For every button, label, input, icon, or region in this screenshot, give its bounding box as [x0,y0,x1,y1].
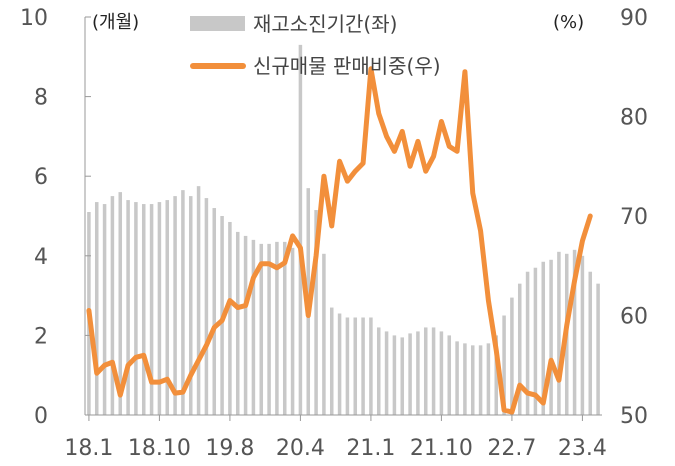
bar [572,249,577,415]
bar [392,335,397,415]
bar [157,202,162,415]
x-tick-label: 21.10 [410,436,473,461]
bar [463,343,467,415]
bar [345,317,350,415]
left-tick-label: 8 [34,86,48,111]
bar [314,210,318,415]
bar [384,331,389,415]
legend: 재고소진기간(좌) 신규매물 판매비중(우) [190,12,441,78]
bar [149,204,154,415]
bar [188,196,193,415]
bar [110,196,115,415]
right-axis-ticks: 50 60 70 80 90 [620,6,648,429]
bar [290,247,295,415]
bar [134,202,138,415]
legend-line-label: 신규매물 판매비중(우) [253,54,441,78]
right-tick-label: 50 [620,404,648,429]
bar [329,307,334,415]
bar [322,253,326,415]
bar [235,231,240,415]
bar [455,341,459,415]
bar [212,208,217,415]
bar [486,343,491,415]
bar [517,283,522,415]
right-tick-label: 90 [620,6,648,31]
x-tick-label: 19.8 [205,436,254,461]
bar [353,317,358,415]
bar [361,317,365,415]
bar [525,271,530,415]
bar [557,251,561,415]
left-axis-ticks: 0 2 4 6 8 10 [20,6,91,429]
right-tick-label: 80 [620,106,648,131]
bar [423,327,428,415]
bar [228,221,232,415]
bar [447,335,452,415]
right-tick-label: 70 [620,205,648,230]
bar [510,297,514,415]
bar [376,327,381,415]
bar [580,255,585,415]
bar [141,204,146,415]
bar [494,335,499,415]
x-tick-label: 20.4 [276,436,325,461]
x-tick-label: 18.1 [64,436,113,461]
bar [275,241,279,415]
bar [596,283,600,415]
line-series [86,66,593,415]
bar [549,259,553,415]
right-tick-label: 60 [620,305,648,330]
bar [431,327,436,415]
bar [259,243,264,415]
bar [94,202,99,415]
x-axis-ticks: 18.1 18.10 19.8 20.4 21.1 21.10 22.7 23.4 [64,415,607,461]
bar [196,186,201,415]
bar [126,200,130,415]
bar [165,200,170,415]
left-tick-label: 0 [34,404,48,429]
right-axis-unit: (%) [553,12,584,33]
bar [298,44,303,416]
x-tick-label: 22.7 [487,436,536,461]
legend-bar-swatch [190,16,245,31]
left-tick-label: 6 [34,165,48,190]
bar [204,198,209,415]
bar [541,261,546,415]
bar [400,337,405,415]
bar [478,345,483,415]
bar [533,267,538,415]
bar [282,241,287,415]
bar [369,317,373,415]
left-tick-label: 2 [34,324,48,349]
bar [181,190,185,415]
bar [439,331,444,415]
bar [588,271,593,415]
bar [337,313,342,415]
bar-series [87,44,600,416]
bar [118,192,123,415]
legend-bar-label: 재고소진기간(좌) [253,12,397,36]
bar [102,204,107,415]
bar [173,196,177,415]
x-tick-label: 18.10 [128,436,191,461]
left-tick-label: 4 [34,245,48,270]
left-tick-label: 10 [20,6,48,31]
bar [470,345,475,415]
x-tick-label: 23.4 [558,436,607,461]
bar [416,331,420,415]
bar [267,243,271,415]
x-tick-label: 21.1 [346,436,395,461]
bar [243,235,248,415]
left-axis-unit: (개월) [92,12,139,33]
bar [408,333,412,415]
bar [502,315,506,415]
bar [251,239,256,415]
